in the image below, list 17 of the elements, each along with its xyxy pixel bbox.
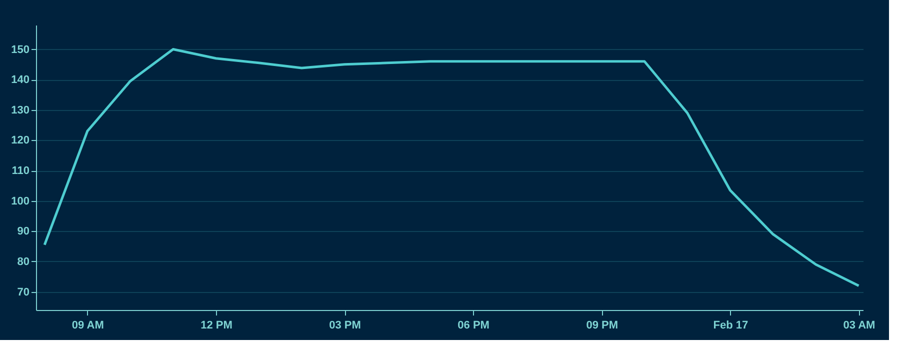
y-tick-label: 80: [17, 256, 30, 268]
line-series: [43, 48, 860, 287]
y-tick-label: 100: [11, 195, 30, 208]
x-tick-label: 09 PM: [586, 320, 618, 332]
y-tick-label: 140: [11, 74, 30, 86]
x-tick-label: 12 PM: [200, 320, 232, 332]
x-tick-label: Feb 17: [713, 320, 748, 332]
x-tick-label: 06 PM: [458, 320, 490, 332]
y-tick-label: 90: [17, 226, 30, 238]
y-tick-label: 70: [17, 286, 30, 298]
y-tick-label: 120: [11, 134, 30, 147]
y-tick-label: 150: [11, 44, 30, 56]
y-tick-label: 130: [11, 104, 30, 116]
y-tick-label: 110: [12, 165, 30, 178]
x-tick-label: 09 AM: [72, 320, 104, 332]
x-tick-label: 03 AM: [843, 320, 876, 332]
x-tick-label: 03 PM: [329, 320, 361, 332]
